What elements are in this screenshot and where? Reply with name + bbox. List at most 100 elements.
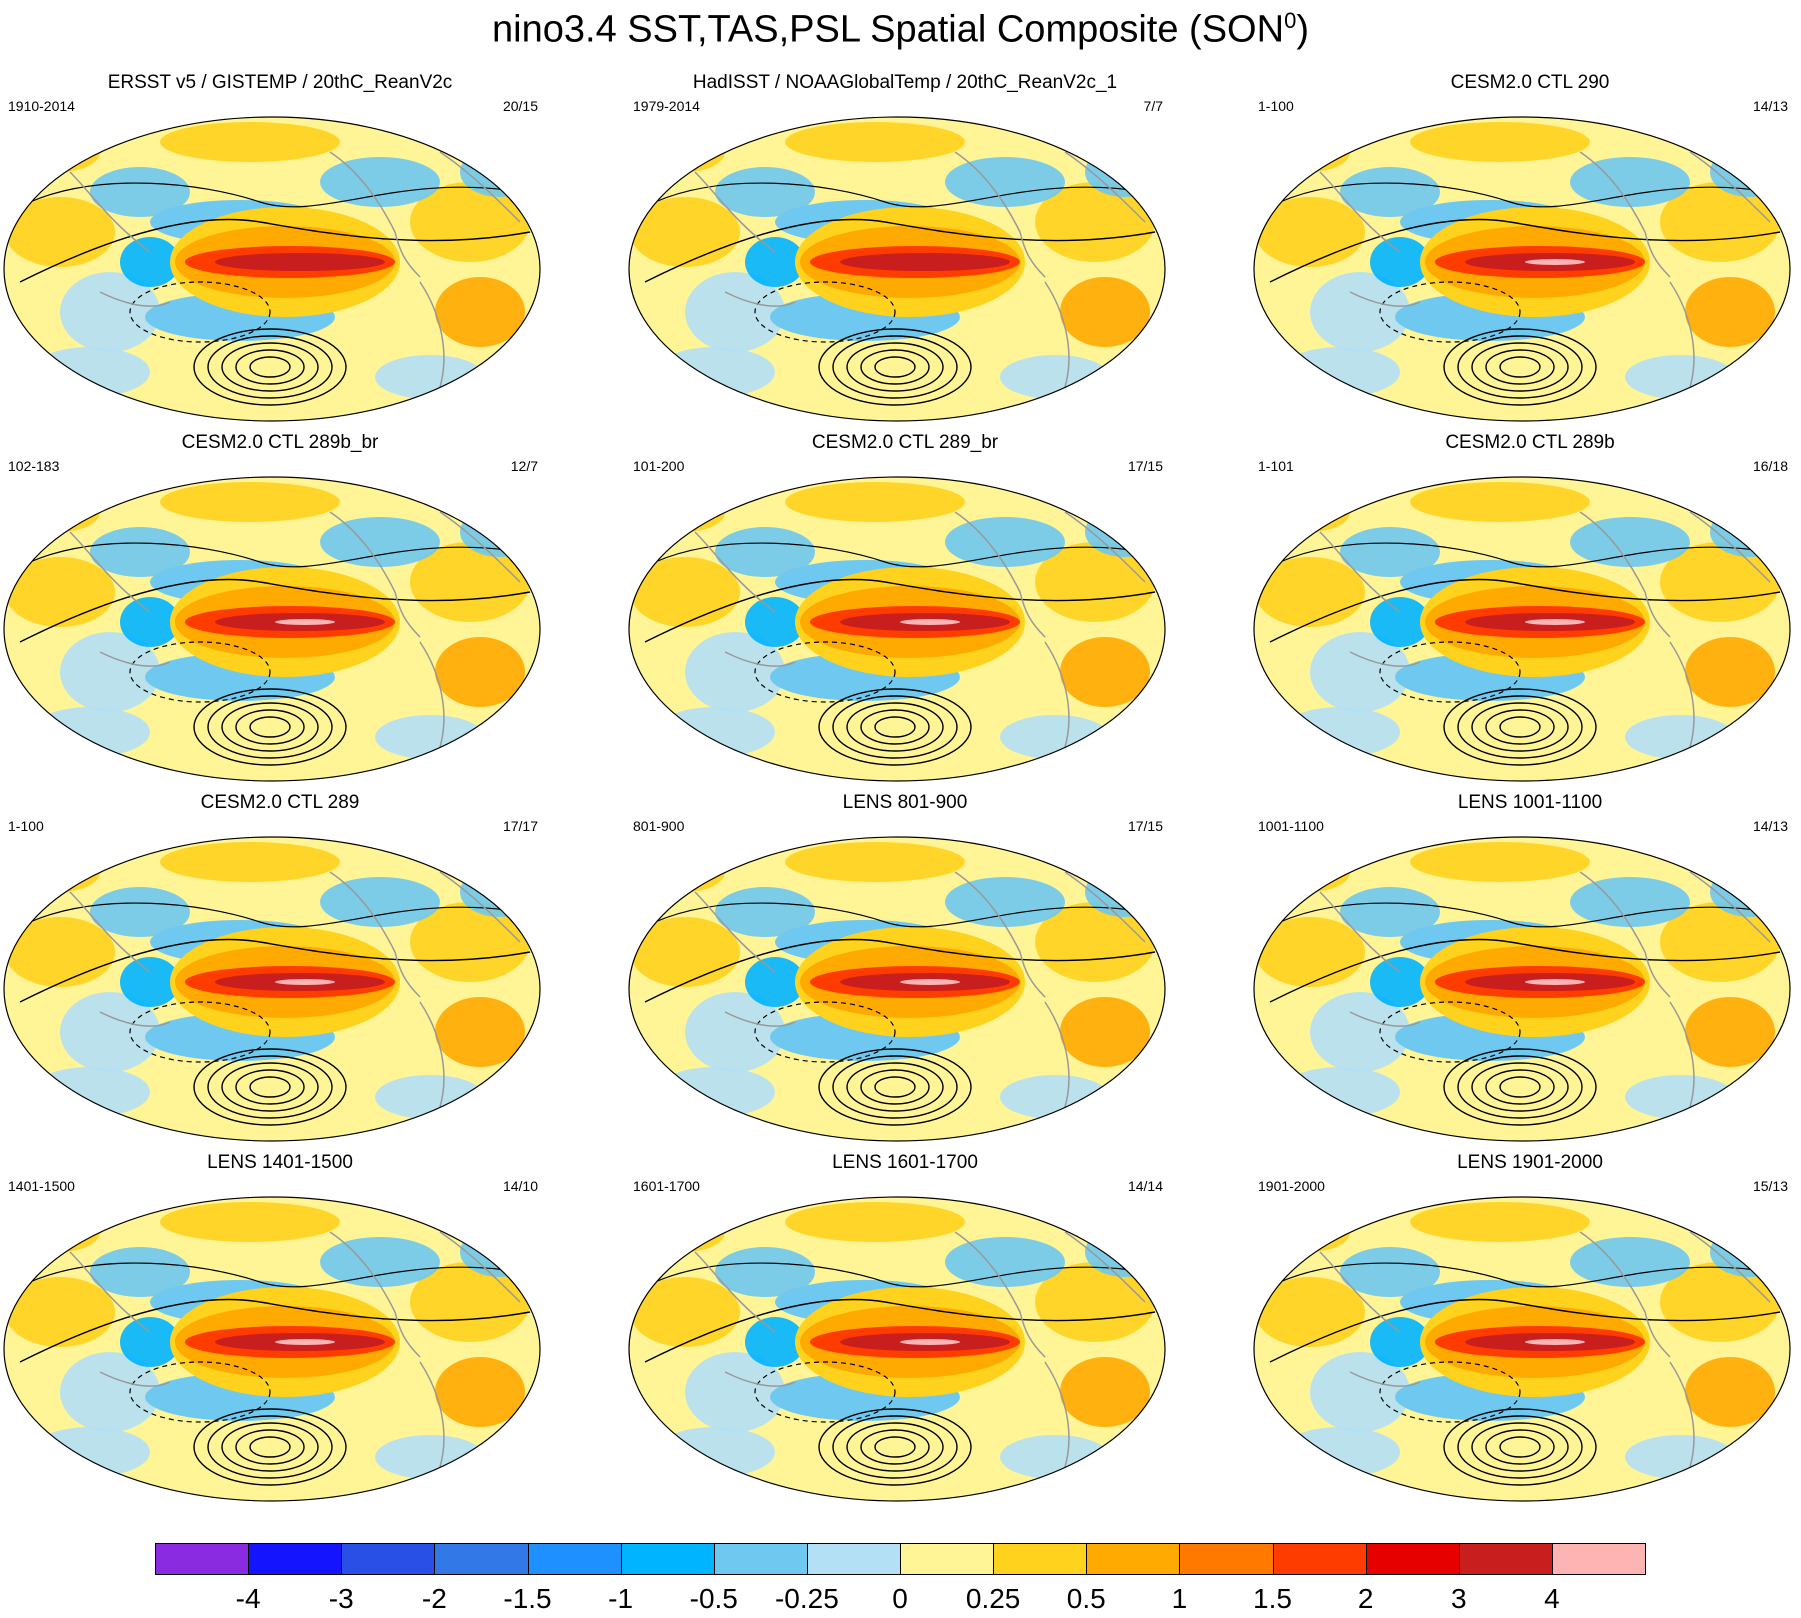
- map-field: [629, 1197, 1165, 1501]
- psl-contour-line: [29, 902, 521, 928]
- anomaly-blob: [645, 1212, 725, 1252]
- coastline: [1669, 1361, 1695, 1468]
- warm-tongue-peak: [1525, 979, 1585, 985]
- world-map: [3, 476, 541, 782]
- psl-contour: [193, 688, 347, 766]
- anomaly-blob: [160, 1202, 340, 1242]
- coastline: [439, 871, 521, 943]
- map-border: [628, 1196, 1166, 1502]
- colorbar-label: -0.25: [774, 1583, 839, 1614]
- psl-contour: [1457, 335, 1583, 399]
- anomaly-blob: [655, 707, 775, 757]
- psl-contour-line: [644, 1298, 1156, 1363]
- anomaly-blob: [685, 632, 785, 712]
- world-map: [3, 1196, 541, 1502]
- anomaly-blob: [1270, 492, 1350, 532]
- panel-count: 20/15: [502, 98, 538, 114]
- coastline: [1064, 871, 1146, 943]
- coastline: [1349, 1011, 1421, 1027]
- anomaly-blob: [785, 122, 965, 162]
- world-map: [628, 476, 1166, 782]
- map-panel: LENS 801-900 801-900 17/15: [625, 792, 1185, 1147]
- coastline: [329, 511, 421, 638]
- anomaly-blob: [1370, 597, 1430, 647]
- panel-title: CESM2.0 CTL 289: [200, 792, 360, 813]
- map-panel: LENS 1401-1500 1401-1500 14/10: [0, 1152, 560, 1507]
- anomaly-blob: [655, 1427, 775, 1477]
- psl-contour: [193, 328, 347, 406]
- anomaly-blob: [435, 277, 525, 347]
- coastline: [1349, 291, 1421, 307]
- anomaly-blob: [1270, 852, 1350, 892]
- coastline: [69, 531, 151, 613]
- colorbar-label: -3: [328, 1583, 354, 1614]
- anomaly-blob: [630, 1277, 740, 1347]
- coastline: [1579, 151, 1671, 278]
- anomaly-blob: [1060, 277, 1150, 347]
- coastline: [694, 891, 776, 973]
- colorbar-label: 0.5: [1066, 1583, 1106, 1614]
- panel-period: 1901-2000: [1258, 1178, 1325, 1194]
- colorbar-label: -2: [421, 1583, 447, 1614]
- anomaly-blob: [1570, 517, 1690, 567]
- map-panel: CESM2.0 CTL 289b 1-101 16/18: [1250, 432, 1801, 787]
- panel-period: 1979-2014: [633, 98, 700, 114]
- anomaly-blob: [655, 1067, 775, 1117]
- panel-period: 1-100: [8, 818, 44, 834]
- colorbar-box: [713, 1543, 808, 1575]
- anomaly-blob: [715, 887, 815, 937]
- anomaly-blob: [5, 557, 115, 627]
- psl-contour-line: [644, 938, 1156, 1003]
- anomaly-blob: [320, 157, 440, 207]
- anomaly-blob: [1410, 482, 1590, 522]
- psl-contour: [1471, 1062, 1569, 1112]
- psl-contour-line: [654, 1262, 1146, 1288]
- anomaly-blob: [645, 132, 725, 172]
- map-border: [3, 1196, 541, 1502]
- map-field: [1254, 477, 1790, 781]
- panel-period: 1910-2014: [8, 98, 75, 114]
- anomaly-blob: [1310, 992, 1410, 1072]
- psl-contour: [235, 349, 305, 385]
- psl-contour: [818, 1408, 972, 1486]
- anomaly-blob: [5, 917, 115, 987]
- psl-contour: [832, 335, 958, 399]
- anomaly-blob: [1570, 1237, 1690, 1287]
- anomaly-blob: [1340, 887, 1440, 937]
- map-panel: LENS 1601-1700 1601-1700 14/14: [625, 1152, 1185, 1507]
- coastline: [1044, 1001, 1070, 1108]
- coastline: [1669, 1001, 1695, 1108]
- map-field: [4, 477, 540, 781]
- psl-contour-line: [19, 218, 531, 283]
- world-map: [1253, 1196, 1791, 1502]
- psl-contour: [235, 1069, 305, 1105]
- psl-contour-line: [1279, 1262, 1771, 1288]
- anomaly-blob: [1060, 997, 1150, 1067]
- anomaly-blob: [1060, 637, 1150, 707]
- coastline: [724, 1371, 796, 1387]
- psl-contour: [1443, 328, 1597, 406]
- anomaly-blob: [715, 1247, 815, 1297]
- anomaly-blob: [645, 492, 725, 532]
- anomaly-blob: [320, 517, 440, 567]
- warm-tongue-peak: [275, 979, 335, 985]
- anomaly-blob: [120, 237, 180, 287]
- map-border: [1253, 1196, 1791, 1502]
- psl-contour: [818, 328, 972, 406]
- map-border: [1253, 476, 1791, 782]
- psl-contour: [874, 356, 916, 378]
- map-border: [628, 836, 1166, 1142]
- anomaly-blob: [30, 347, 150, 397]
- psl-contour: [874, 1076, 916, 1098]
- coastline: [1349, 651, 1421, 667]
- colorbar-label: 3: [1450, 1583, 1467, 1614]
- psl-contour-line: [1269, 578, 1781, 643]
- psl-contour-negative: [129, 641, 271, 703]
- anomaly-blob: [945, 1237, 1065, 1287]
- panel-title: CESM2.0 CTL 289_br: [811, 432, 999, 453]
- panel-count: 17/17: [502, 818, 538, 834]
- psl-contour: [846, 702, 944, 752]
- anomaly-blob: [1280, 1067, 1400, 1117]
- map-field: [1254, 117, 1790, 421]
- panel-count: 15/13: [1752, 1178, 1788, 1194]
